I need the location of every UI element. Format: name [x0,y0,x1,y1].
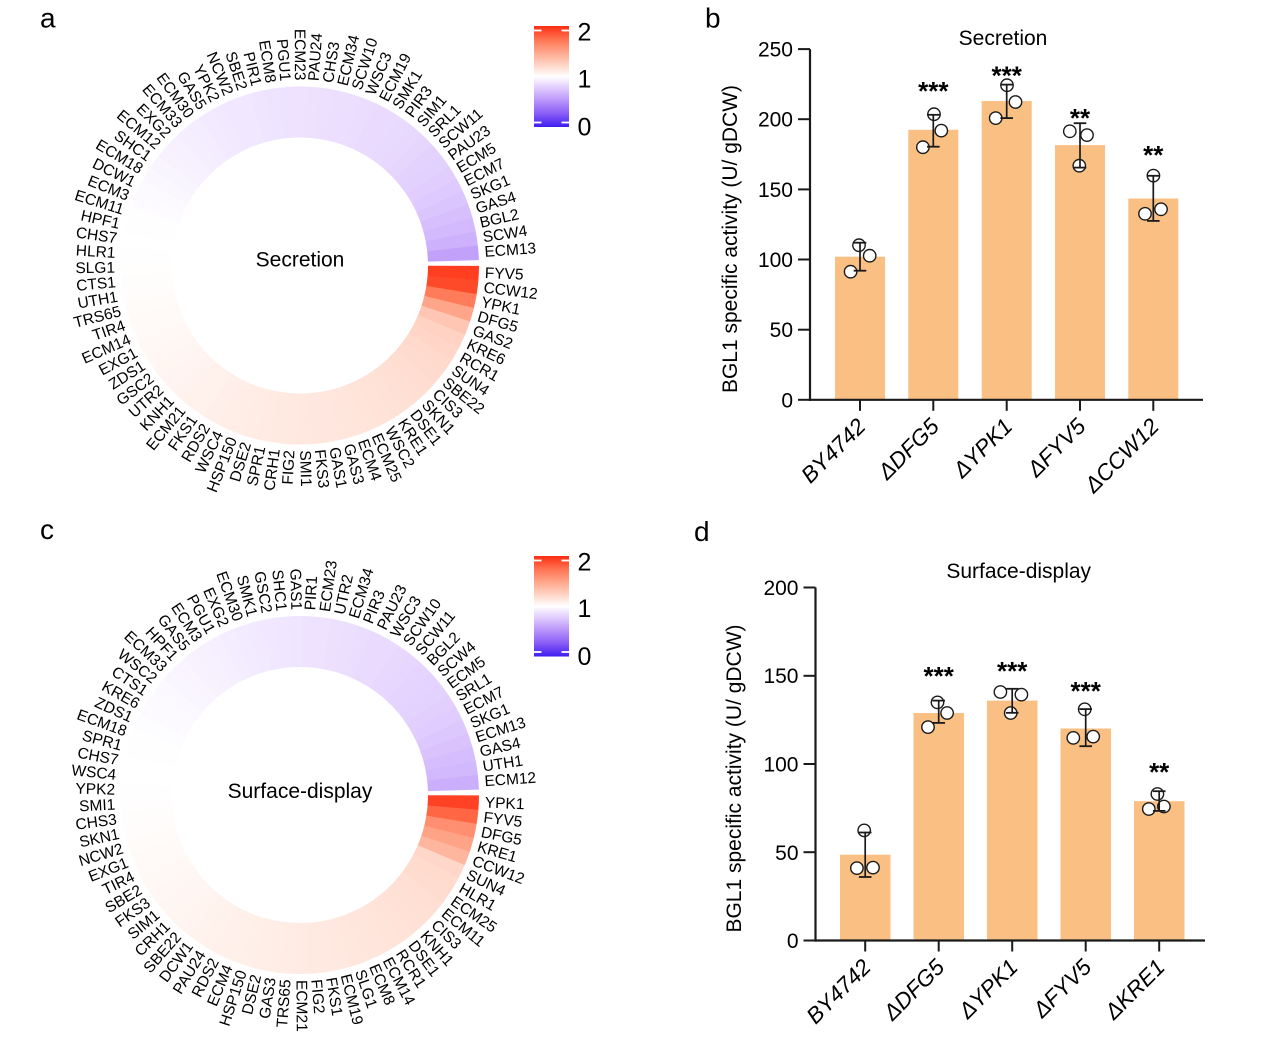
svg-text:PIR1: PIR1 [302,575,321,610]
svg-text:FKS3: FKS3 [311,449,332,489]
svg-text:Secretion: Secretion [256,249,345,272]
svg-text:CHS3: CHS3 [320,41,343,84]
svg-text:d: d [694,516,710,547]
svg-text:FYV5: FYV5 [483,809,524,831]
svg-text:SHC1: SHC1 [268,569,289,612]
svg-text:***: *** [1071,676,1102,706]
svg-text:Secretion: Secretion [959,27,1048,50]
svg-text:TRS65: TRS65 [274,979,295,1028]
svg-text:0: 0 [781,389,793,412]
svg-text:2: 2 [578,19,592,47]
svg-text:ECM23: ECM23 [291,29,308,81]
svg-text:FYV5: FYV5 [484,265,523,284]
svg-text:UTH1: UTH1 [76,289,119,313]
svg-text:**: ** [1149,757,1170,787]
svg-text:HLR1: HLR1 [75,242,116,262]
svg-text:100: 100 [763,754,798,777]
svg-text:2: 2 [578,549,592,577]
svg-text:ECM23: ECM23 [317,559,341,613]
svg-text:0: 0 [578,114,592,142]
svg-text:FIG2: FIG2 [280,450,299,485]
svg-text:FKS1: FKS1 [322,976,345,1017]
svg-text:SMI1: SMI1 [296,450,314,487]
svg-text:200: 200 [758,109,793,132]
svg-text:c: c [40,514,54,545]
svg-text:WSC4: WSC4 [71,762,118,784]
svg-text:PAU24: PAU24 [306,32,327,81]
svg-text:200: 200 [763,577,798,600]
svg-text:***: *** [924,661,955,691]
svg-text:YPK2: YPK2 [75,781,115,799]
svg-text:50: 50 [770,319,793,342]
svg-text:ECM8: ECM8 [255,39,279,84]
svg-text:1: 1 [578,65,592,93]
svg-text:Surface-display: Surface-display [946,560,1091,583]
svg-text:CTS1: CTS1 [76,274,117,295]
svg-text:UTH1: UTH1 [482,753,525,776]
svg-text:YPK1: YPK1 [484,795,524,814]
svg-text:PGU1: PGU1 [273,38,293,81]
svg-text:Surface-display: Surface-display [228,780,373,803]
svg-text:CRH1: CRH1 [261,448,283,492]
svg-text:BGL1 specific activity (U/ gDC: BGL1 specific activity (U/ gDCW) [719,85,742,393]
svg-text:150: 150 [758,179,793,202]
svg-text:SMI1: SMI1 [79,797,116,816]
svg-text:***: *** [997,656,1028,686]
svg-text:SCW4: SCW4 [482,223,529,247]
svg-text:CHS3: CHS3 [75,811,118,833]
svg-text:1: 1 [578,595,592,623]
svg-text:ECM12: ECM12 [484,770,537,791]
svg-text:ECM13: ECM13 [484,240,537,261]
svg-text:0: 0 [578,643,592,671]
svg-text:CCW12: CCW12 [483,280,539,303]
svg-text:b: b [705,3,721,34]
svg-text:GAS3: GAS3 [257,976,280,1019]
svg-text:FIG2: FIG2 [307,979,327,1015]
svg-text:CHS7: CHS7 [75,225,118,248]
svg-text:100: 100 [758,249,793,272]
svg-text:***: *** [918,76,949,106]
svg-text:BGL1 specific activity (U/ gDC: BGL1 specific activity (U/ gDCW) [723,624,746,932]
svg-text:ECM21: ECM21 [292,980,309,1032]
svg-text:**: ** [1070,103,1091,133]
svg-text:50: 50 [775,842,798,865]
svg-text:0: 0 [787,930,799,953]
svg-text:250: 250 [758,39,793,62]
svg-text:***: *** [992,60,1023,90]
svg-text:GAS1: GAS1 [286,569,304,611]
svg-text:a: a [40,3,56,34]
svg-text:150: 150 [763,665,798,688]
svg-text:SLG1: SLG1 [75,260,115,278]
svg-text:**: ** [1143,140,1164,170]
